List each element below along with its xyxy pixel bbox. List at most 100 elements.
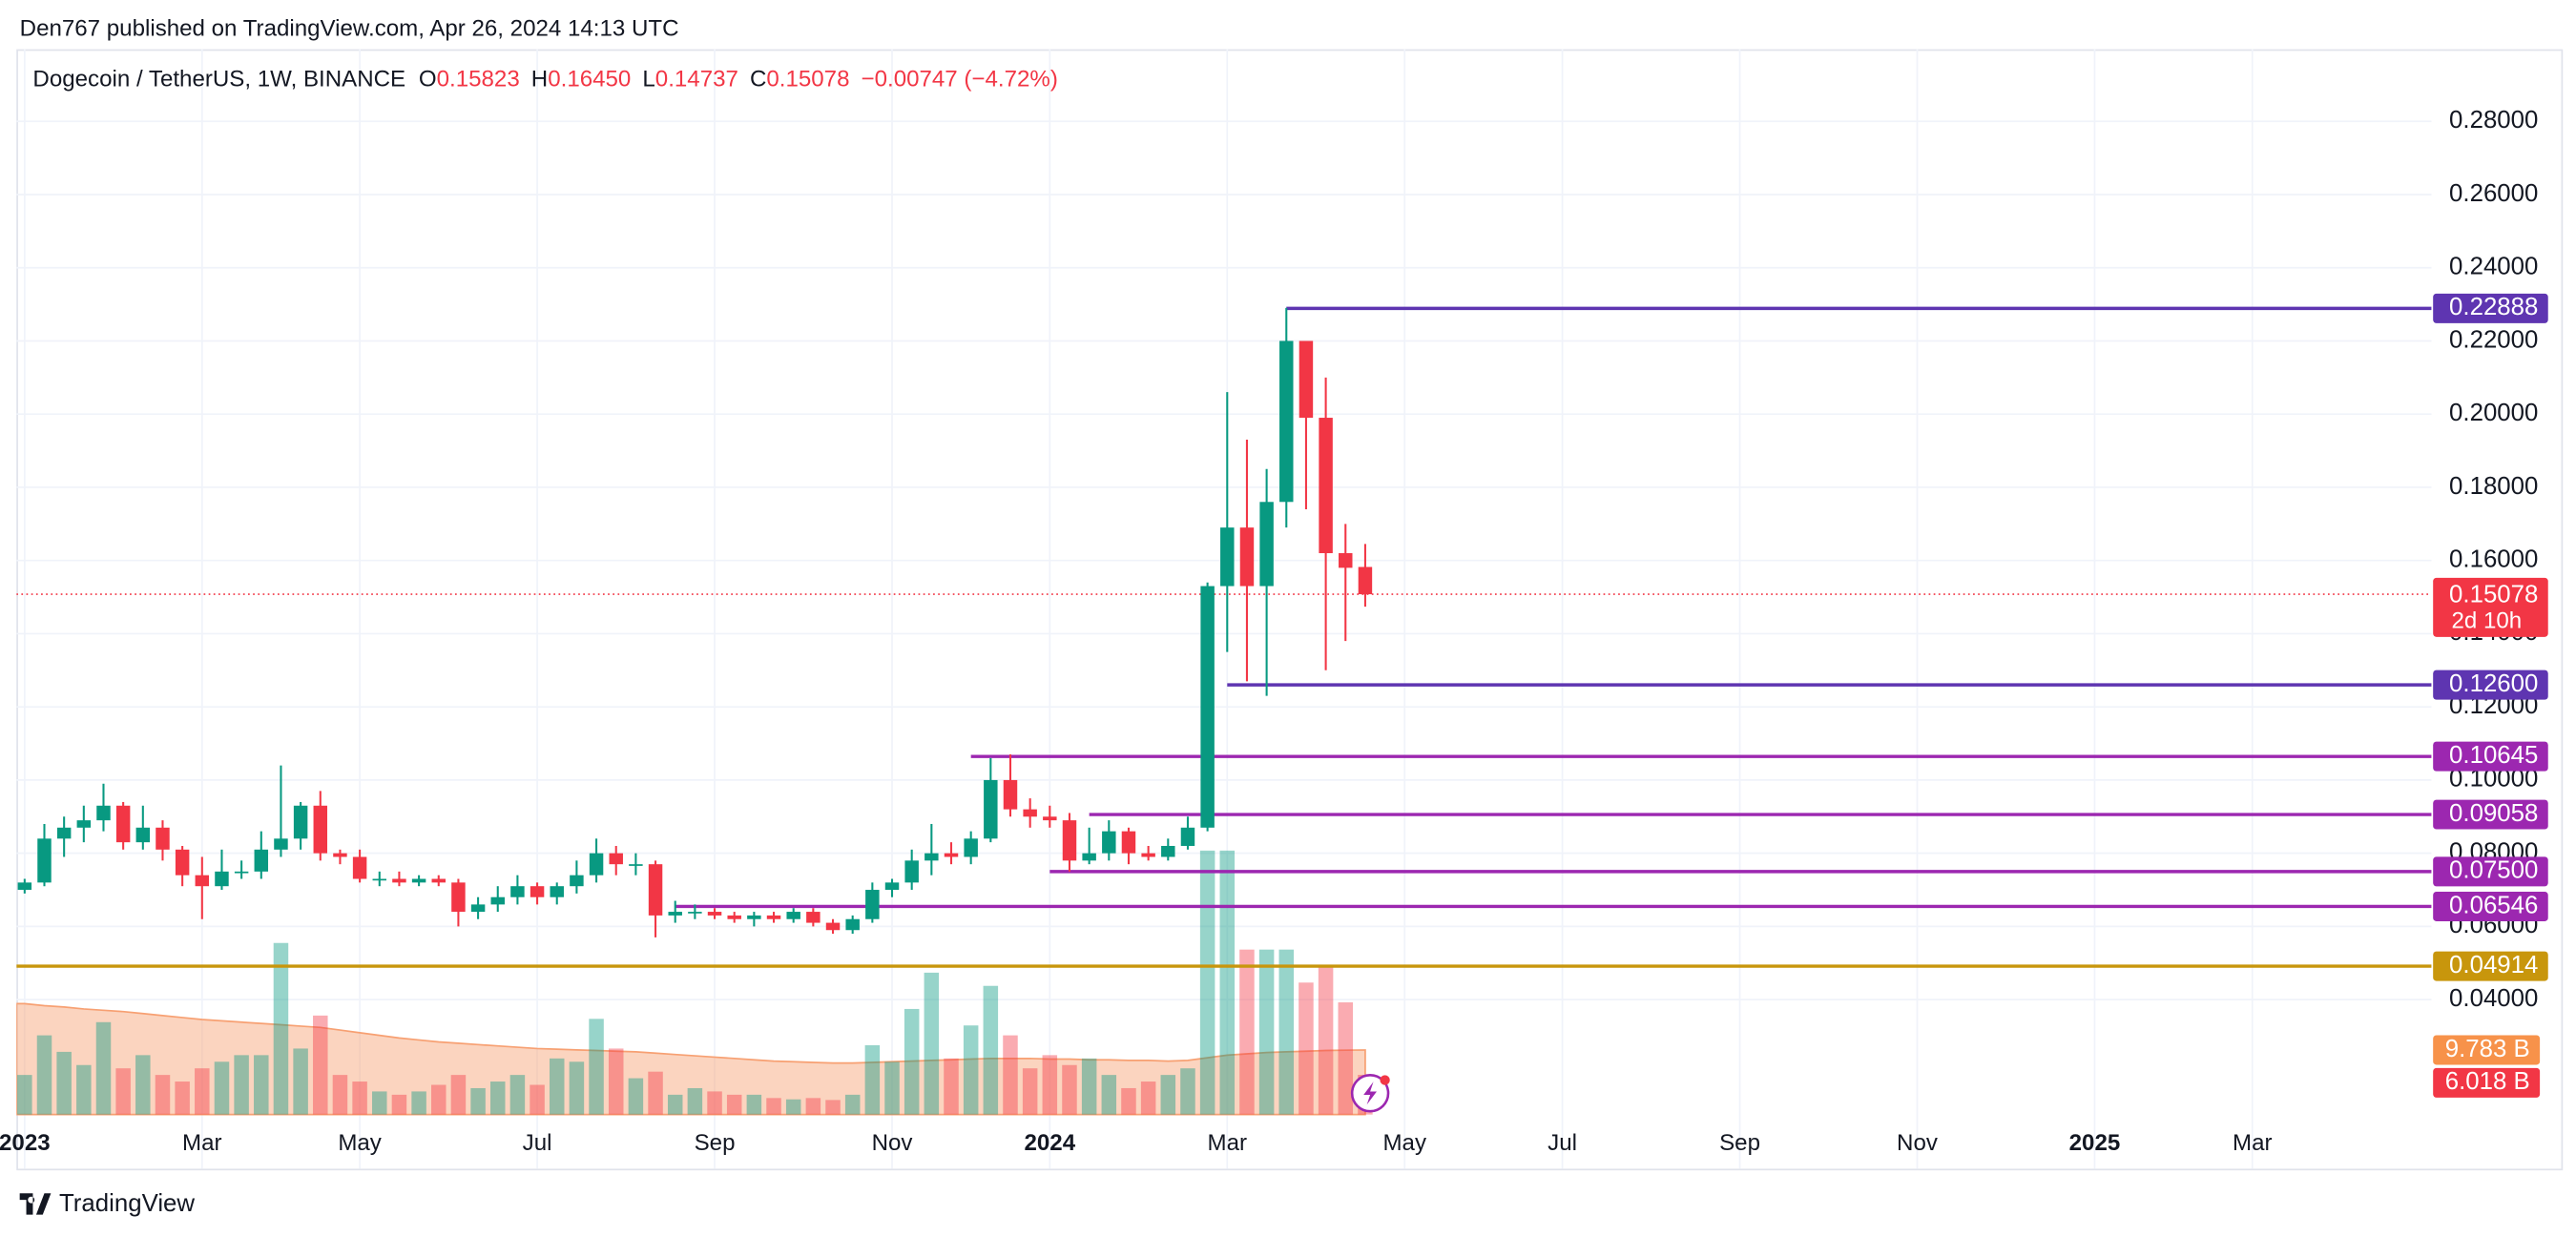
level-label-box [2433,741,2548,772]
volume-bar [1239,949,1255,1115]
candle-body [865,890,880,919]
volume-bar [254,1055,269,1115]
volume-bar [766,1098,781,1115]
y-tick-label: 0.28000 [2449,107,2538,134]
candle-body [76,820,92,828]
x-tick-label: Sep [695,1130,736,1156]
candle-body [1279,340,1294,503]
chart-frame [16,49,2564,1171]
y-tick-label: 0.20000 [2449,400,2538,426]
volume-bar [36,1035,52,1115]
symbol-legend: Dogecoin / TetherUS, 1W, BINANCE O0.15823… [32,67,1057,93]
x-tick-label: Mar [1208,1130,1248,1156]
volume-bar [687,1087,703,1115]
candle-body [550,886,564,897]
ohlc-value: 0.15078 [766,67,849,93]
candle-body [825,922,841,931]
volume-bar [530,1084,545,1115]
level-label: 0.04914 [2449,952,2538,978]
x-tick-label: Mar [182,1130,222,1156]
candle-body [195,875,210,887]
volume-bar [234,1055,249,1115]
candle-body [747,915,761,919]
volume-bar [214,1061,230,1115]
candle-body [1121,831,1136,854]
countdown: 2d 10h [2451,608,2522,634]
volume-bar [509,1075,526,1115]
level-label-box [2433,891,2548,921]
candle-body [1259,502,1274,587]
candle-body [648,864,663,916]
volume-bar [411,1091,426,1115]
candle-body [964,838,978,857]
volume-bar [963,1025,979,1115]
volume-bar [549,1058,565,1115]
volume-bar [273,942,289,1115]
level-label-box [2433,293,2548,323]
volume-bar [628,1078,644,1115]
candle-body [1003,779,1018,810]
candle-body [1043,816,1057,821]
ohlc-key: O [419,67,437,93]
volume-bar [1042,1055,1058,1115]
candle-body [1161,845,1175,857]
candle-body [845,918,860,931]
candle-body [1220,527,1235,587]
volume-bar [648,1071,663,1115]
volume-bar [1140,1082,1156,1115]
volume-bar [372,1091,387,1115]
volume-bar [115,1068,131,1115]
volume-bar [1101,1075,1117,1115]
volume-label: 6.018 B [2445,1068,2530,1095]
change: −0.00747 (−4.72%) [862,67,1058,93]
volume-bar [17,1075,32,1115]
volume-bar [135,1055,151,1115]
volume-bar [864,1044,881,1115]
candle-body [1023,809,1037,817]
y-tick-label: 0.04000 [2449,985,2538,1012]
level-label: 0.09058 [2449,800,2538,827]
candle-body [254,849,269,872]
x-tick-label: Nov [872,1130,913,1156]
x-tick-label: Mar [2233,1130,2273,1156]
volume-bar [667,1094,683,1115]
candle-body [17,882,32,891]
candle-body [333,853,347,857]
candle-body [293,805,308,839]
volume-bar [56,1051,72,1115]
candle-body [984,779,998,839]
level-label-box [2433,856,2548,887]
volume-bar [1022,1068,1038,1115]
candle-body [609,853,623,865]
volume-pane [16,850,1373,1116]
lightning-icon [1350,1074,1390,1113]
volume-bar [726,1094,742,1115]
volume-bar [1338,1002,1354,1115]
x-tick-label: Jul [523,1130,552,1156]
candle-body [372,878,386,881]
candle-body [451,882,466,913]
volume-bar [489,1082,506,1115]
volume-box [2433,1067,2541,1098]
x-tick-label: 2024 [1025,1130,1076,1156]
volume-bar [332,1075,348,1115]
candle-body [56,827,72,839]
candle-body [431,878,446,883]
y-tick-label: 0.26000 [2449,180,2538,207]
volume-bar [608,1048,624,1115]
brand-name: TradingView [59,1190,195,1217]
level-label-box [2433,670,2548,700]
candle-body [215,871,229,887]
ohlc-value: 0.14737 [655,67,738,93]
candle-body [1180,827,1195,846]
candle-body [274,838,288,850]
candle-body [1062,820,1077,861]
x-tick-label: May [1382,1130,1426,1156]
candle-body [1141,853,1155,857]
candle-body [766,915,781,919]
candle-body [392,878,406,883]
candle-body [884,882,900,891]
candle-body [727,915,741,919]
candle-body [470,904,486,913]
